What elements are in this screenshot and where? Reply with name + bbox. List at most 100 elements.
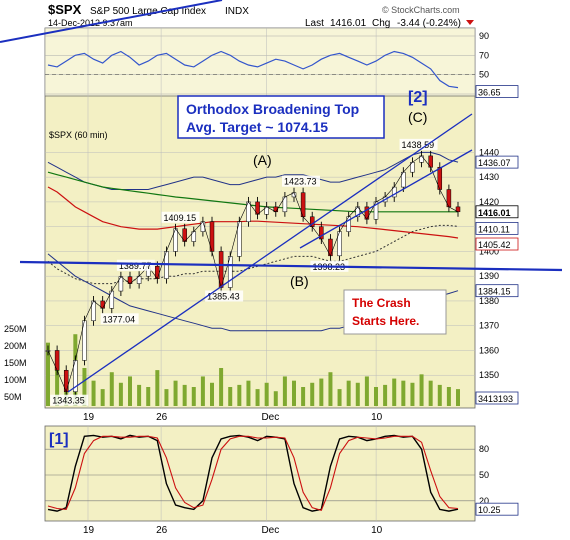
chg-label: Chg (372, 18, 390, 29)
volume-bar-21 (237, 384, 242, 406)
price-label-bg-2 (116, 259, 155, 271)
watermark: © StockCharts.com (382, 5, 460, 15)
stoch-last-value-box (475, 502, 519, 516)
rsi-tick-1: 50 (479, 70, 489, 80)
price-label-bg-0 (50, 394, 89, 406)
volume-tick-2: 150M (4, 358, 27, 368)
volume-bar-18 (210, 382, 214, 406)
volume-bar-33 (346, 380, 351, 406)
right-value-0: 1436.07 (478, 158, 511, 168)
broadening-upper-line (0, 0, 223, 43)
price-label-bg-3 (205, 290, 244, 302)
price-panel-bg (44, 27, 476, 409)
price-xtick-3: 10 (371, 412, 383, 423)
right-value-2: 1410.11 (478, 224, 510, 234)
last-label: Last (305, 18, 324, 29)
volume-bar-24 (264, 382, 269, 406)
volume-last-value: 3413193 (478, 394, 513, 404)
volume-bar-29 (310, 382, 315, 406)
right-value-box-3 (475, 237, 519, 251)
price-label-7: 1438.59 (402, 140, 435, 150)
volume-bar-15 (182, 384, 187, 406)
volume-bar-40 (410, 382, 415, 406)
volume-bar-23 (255, 389, 260, 406)
broadening-line2: Avg. Target ~ 1074.15 (186, 119, 328, 135)
volume-bar-41 (419, 374, 424, 406)
stoch-k-line (47, 434, 459, 512)
right-value-box-0 (475, 155, 519, 169)
right-value-box-1 (475, 205, 519, 219)
broadening-lower-line (19, 260, 563, 272)
channel-upper-line (67, 113, 473, 393)
price-xtick-1: 26 (156, 412, 168, 423)
volume-bar-0 (46, 342, 50, 406)
volume-bar-6 (100, 389, 105, 406)
broadening-box (177, 95, 385, 139)
sto-tick-2: 80 (479, 444, 489, 454)
rsi-last-value: 36.65 (478, 88, 501, 98)
price-label-bg-7 (399, 138, 438, 150)
volume-bar-35 (364, 376, 369, 406)
volume-bar-11 (146, 387, 151, 406)
ema-red-line (47, 186, 459, 239)
volume-bar-10 (137, 384, 142, 406)
rsi-tick-2: 70 (479, 50, 489, 60)
stochastic-panel-bg (44, 425, 476, 522)
crash-line1: The Crash (352, 296, 411, 310)
volume-bar-39 (401, 380, 406, 406)
price-tick-1: 1360 (479, 345, 499, 355)
volume-bar-25 (273, 391, 278, 406)
sto-xtick-0: 19 (83, 525, 95, 536)
volume-bar-9 (128, 376, 132, 406)
volume-bar-1 (55, 355, 60, 406)
volume-bar-19 (219, 368, 224, 406)
rsi-last-value-box (475, 85, 519, 98)
header-exchange: INDX (225, 6, 249, 17)
volume-bar-38 (392, 378, 397, 406)
price-label-bg-5 (282, 175, 320, 187)
volume-bar-4 (82, 368, 87, 406)
price-label-1: 1377.04 (103, 314, 136, 324)
wave-1-label: [1] (49, 431, 69, 448)
down-arrow-icon (466, 20, 474, 25)
volume-bar-45 (456, 389, 460, 406)
volume-bar-31 (328, 372, 333, 406)
header-symbol: $SPX (48, 2, 82, 17)
sto-xtick-3: 10 (371, 525, 383, 536)
price-tick-9: 1440 (479, 147, 499, 157)
volume-bar-30 (319, 378, 324, 406)
header-datetime: 14-Dec-2012 9:37am (48, 18, 133, 28)
last-value: 1416.01 (330, 18, 367, 29)
volume-bar-28 (301, 387, 306, 406)
price-tick-4: 1390 (479, 271, 499, 281)
volume-bar-16 (191, 387, 196, 406)
price-label-bg-4 (161, 211, 200, 223)
right-value-box-2 (475, 221, 519, 235)
volume-bar-42 (428, 380, 433, 406)
volume-bar-13 (164, 389, 169, 406)
volume-bar-27 (292, 380, 296, 406)
volume-bar-34 (355, 382, 360, 406)
wave-b-label: (B) (290, 273, 309, 289)
crash-line2: Starts Here. (352, 314, 419, 328)
channel-lower-line (299, 149, 473, 249)
volume-bar-8 (118, 382, 123, 406)
volume-bar-12 (155, 370, 160, 406)
right-value-3: 1405.42 (478, 240, 511, 250)
wave-2-label: [2] (408, 89, 428, 106)
price-panel-title: $SPX (60 min) (49, 130, 108, 140)
volume-bar-20 (228, 387, 233, 406)
broadening-line1: Orthodox Broadening Top (186, 101, 359, 117)
crash-box (343, 289, 447, 335)
price-tick-5: 1400 (479, 246, 499, 256)
volume-bar-26 (282, 376, 287, 406)
volume-bar-14 (173, 380, 178, 406)
price-tick-0: 1350 (479, 370, 499, 380)
right-value-1: 1416.01 (478, 208, 511, 218)
sto-xtick-1: 26 (156, 525, 168, 536)
volume-bar-5 (91, 380, 96, 406)
price-tick-8: 1430 (479, 172, 499, 182)
price-label-bg-1 (100, 313, 139, 325)
